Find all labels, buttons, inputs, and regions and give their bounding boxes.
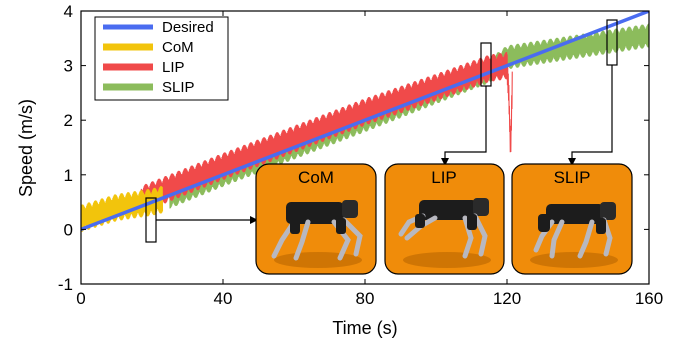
inset-label-slip: SLIP [554,168,591,187]
inset-label-com: CoM [298,168,334,187]
legend-label-lip: LIP [162,59,185,76]
legend: Desired CoM LIP SLIP [94,16,229,101]
plot-marks [81,11,649,232]
y-tick-label: 4 [64,2,73,21]
callout-arrowhead-slip [568,158,576,166]
inset-label-lip: LIP [431,168,457,187]
robot-illustration-lip [398,198,491,268]
legend-label-com: CoM [162,39,194,56]
robot-illustration-slip [530,202,618,268]
x-tick-label: 80 [356,289,375,308]
x-tick-label: 120 [493,289,521,308]
legend-label-slip: SLIP [162,79,195,96]
x-tick-label: 40 [214,289,233,308]
inset-com: CoM [255,163,377,275]
callout-arrow-slip [571,65,613,160]
inset-lip: LIP [384,163,505,275]
callouts [145,19,618,243]
y-axis-title: Speed (m/s) [16,99,36,197]
y-tick-label: 2 [64,111,73,130]
inset-slip: SLIP [511,163,633,275]
x-tick-label: 0 [76,289,85,308]
robot-illustration-com [271,200,363,268]
series-trace-com [81,186,164,232]
y-tick-label: -1 [58,275,73,294]
y-tick-label: 1 [64,166,73,185]
y-tick-label: 0 [64,220,73,239]
y-tick-label: 3 [64,57,73,76]
legend-label-desired: Desired [162,19,214,36]
x-axis-title: Time (s) [332,318,397,338]
callout-arrow-lip [444,86,487,160]
callout-arrowhead-com [250,216,258,224]
series-line-desired [81,11,649,232]
x-tick-label: 160 [635,289,663,308]
callout-arrowhead-lip [441,158,449,166]
